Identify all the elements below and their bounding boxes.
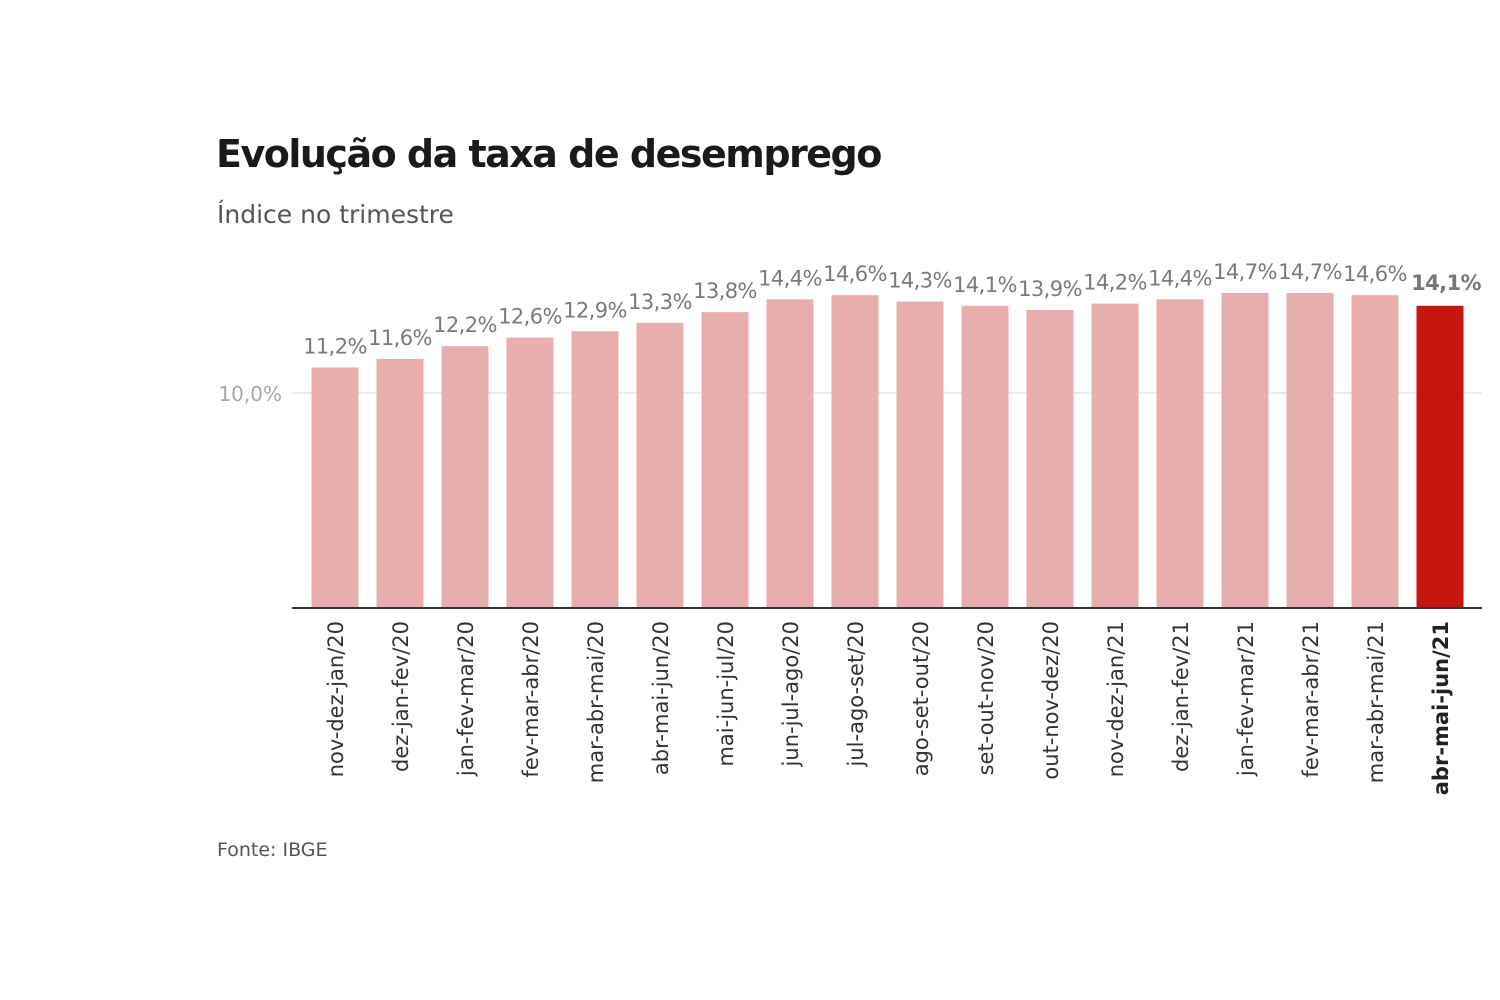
x-tick-label: nov-dez-jan/20 [324, 621, 348, 777]
x-tick-label: nov-dez-jan/21 [1104, 621, 1128, 777]
x-tick-label: dez-jan-fev/20 [389, 621, 413, 772]
bar [1026, 310, 1074, 608]
source-note: Fonte: IBGE [217, 839, 328, 861]
value-label: 12,9% [563, 298, 627, 322]
x-tick-label: mar-abr-mai/20 [584, 621, 608, 783]
value-label: 14,4% [1148, 266, 1212, 290]
value-label: 14,4% [758, 266, 822, 290]
x-tick-label: fev-mar-abr/21 [1299, 621, 1323, 778]
x-tick-label: ago-set-out/20 [909, 621, 933, 776]
y-tick-label: 10,0% [218, 382, 282, 406]
value-label: 14,1% [953, 273, 1017, 297]
value-label: 12,2% [433, 313, 497, 337]
bar [1286, 293, 1334, 608]
x-tick-label: mar-abr-mai/21 [1364, 621, 1388, 783]
bar [1156, 299, 1204, 608]
x-tick-label: jan-fev-mar/21 [1234, 621, 1258, 777]
bars [311, 293, 1464, 608]
x-tick-label: jul-ago-set/20 [844, 621, 868, 767]
x-tick-label: set-out-nov/20 [974, 621, 998, 775]
bar [376, 358, 424, 608]
bar [701, 312, 749, 608]
value-label: 13,9% [1018, 277, 1082, 301]
bar [571, 331, 619, 608]
value-labels: 11,2% 11,6%12,2% 12,6% 12,9% 13,3% 13,8%14,4%… [303, 260, 1482, 358]
x-tick-label: abr-mai-jun/20 [649, 621, 673, 775]
x-tick-label: out-nov-dez/20 [1039, 621, 1063, 780]
bar [311, 367, 359, 608]
bar [1091, 303, 1139, 608]
value-label: 14,7% [1213, 260, 1277, 284]
x-tick-labels: nov-dez-jan/20 dez-jan-fev/20 jan-fev-mar/… [324, 621, 1453, 795]
bar-highlighted [1416, 305, 1464, 608]
value-label: 11,6% [368, 326, 432, 350]
value-label: 14,2% [1083, 271, 1147, 295]
value-label: 14,6% [823, 262, 887, 286]
bar [441, 346, 489, 608]
x-tick-label: jun-jul-ago/20 [779, 621, 803, 767]
x-tick-label: dez-jan-fev/21 [1169, 621, 1193, 772]
bar [1221, 293, 1269, 608]
value-label: 13,3% [628, 290, 692, 314]
y-tick-labels: 10,0% [218, 382, 282, 406]
bar [1351, 295, 1399, 608]
bar [831, 295, 879, 608]
value-label: 14,6% [1343, 262, 1407, 286]
bar [896, 301, 944, 608]
chart-subtitle: Índice no trimestre [217, 200, 454, 229]
bar [961, 305, 1009, 608]
value-label: 14,7% [1278, 260, 1342, 284]
value-label: 14,3% [888, 269, 952, 293]
x-tick-label: mai-jun-jul/20 [714, 621, 738, 767]
bar [636, 322, 684, 608]
bar [766, 299, 814, 608]
bar [506, 337, 554, 608]
value-label: 11,2% [303, 334, 367, 358]
x-tick-label: fev-mar-abr/20 [519, 621, 543, 778]
x-tick-label: jan-fev-mar/20 [454, 621, 478, 777]
value-label: 13,8% [693, 279, 757, 303]
x-tick-label: abr-mai-jun/21 [1429, 621, 1453, 795]
value-label: 14,1% [1411, 271, 1481, 295]
chart-title: Evolução da taxa de desemprego [216, 132, 882, 176]
value-label: 12,6% [498, 305, 562, 329]
